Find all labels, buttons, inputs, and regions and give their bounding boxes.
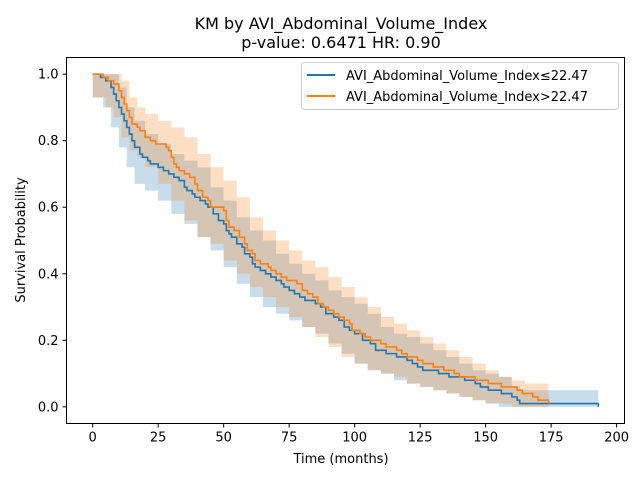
x-tick-label: 125 [408, 431, 433, 446]
chart-subtitle: p-value: 0.6471 HR: 0.90 [241, 33, 441, 52]
chart-title: KM by AVI_Abdominal_Volume_Index [195, 14, 488, 34]
x-tick-label: 200 [604, 431, 629, 446]
x-tick-label: 0 [89, 431, 97, 446]
survival-curve-le [92, 73, 600, 407]
ci-band-le [92, 74, 599, 407]
y-tick-label: 0.2 [38, 334, 59, 349]
y-axis-label: Survival Probability [14, 177, 29, 303]
plot-frame [66, 57, 625, 424]
survival-curve-gt [92, 73, 550, 404]
y-axis: 0.0 0.2 0.4 0.6 0.8 1.0 [38, 68, 67, 415]
x-tick-label: 100 [342, 431, 367, 446]
x-tick-label: 75 [281, 431, 298, 446]
y-tick-label: 0.0 [38, 400, 59, 415]
plot-area [92, 73, 600, 407]
legend-label-gt: AVI_Abdominal_Volume_Index>22.47 [346, 90, 588, 105]
x-tick-label: 150 [473, 431, 498, 446]
ci-band-gt [92, 74, 549, 407]
x-tick-label: 50 [215, 431, 232, 446]
legend: AVI_Abdominal_Volume_Index≤22.47 AVI_Abd… [301, 62, 619, 110]
y-tick-label: 1.0 [38, 68, 59, 83]
y-tick-label: 0.8 [38, 134, 59, 149]
x-axis-label: Time (months) [292, 452, 388, 467]
x-axis: 0 25 50 75 100 125 150 175 200 [89, 423, 629, 446]
y-tick-label: 0.6 [38, 201, 59, 216]
legend-label-le: AVI_Abdominal_Volume_Index≤22.47 [346, 69, 588, 84]
y-tick-label: 0.4 [38, 267, 59, 282]
legend-box [301, 62, 619, 110]
x-tick-label: 175 [539, 431, 564, 446]
x-tick-label: 25 [150, 431, 167, 446]
